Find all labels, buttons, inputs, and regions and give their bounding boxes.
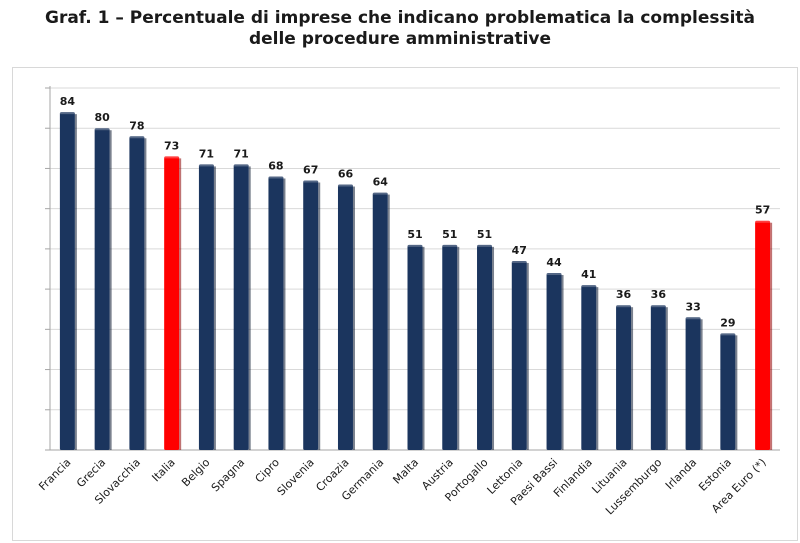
bar-finlandia <box>581 285 597 450</box>
bar-shadow <box>109 130 112 450</box>
bar-shadow <box>352 186 355 451</box>
bar-shadow <box>735 335 738 450</box>
data-label: 80 <box>94 111 110 124</box>
data-label: 78 <box>129 119 144 132</box>
data-label: 66 <box>338 168 354 181</box>
bar-shadow <box>422 246 425 450</box>
data-label: 73 <box>164 139 179 152</box>
chart-title: Graf. 1 – Percentuale di imprese che ind… <box>0 8 800 50</box>
bar-shadow <box>665 307 668 450</box>
bar-top-highlight <box>581 285 597 288</box>
data-label: 51 <box>407 228 422 241</box>
x-tick-label: Belgio <box>179 456 213 490</box>
bar-shadow <box>631 307 634 450</box>
bar-austria <box>442 244 458 450</box>
bar-shadow <box>248 166 251 450</box>
bar-portogallo <box>477 244 493 450</box>
bar-shadow <box>283 178 286 450</box>
x-tick-label: Cipro <box>253 456 283 486</box>
bar-spagna <box>233 164 249 450</box>
data-label: 71 <box>199 147 214 160</box>
bar-cipro <box>268 176 284 450</box>
bar-top-highlight <box>720 333 736 336</box>
bar-top-highlight <box>372 192 388 195</box>
bar-top-highlight <box>198 164 214 167</box>
data-label: 29 <box>720 316 735 329</box>
bar-paesi-bassi <box>546 273 562 450</box>
bar-lituania <box>616 305 632 450</box>
data-label: 41 <box>581 268 596 281</box>
bar-shadow <box>74 114 77 450</box>
data-label: 36 <box>616 288 632 301</box>
data-label: 84 <box>60 95 76 108</box>
bar-top-highlight <box>129 136 145 139</box>
bar-top-highlight <box>233 164 249 167</box>
x-tick-label: Malta <box>390 456 421 487</box>
bar-shadow <box>318 182 321 450</box>
data-label: 47 <box>512 244 527 257</box>
data-label: 71 <box>234 147 249 160</box>
bar-shadow <box>457 246 460 450</box>
data-label: 36 <box>651 288 667 301</box>
x-tick-label: Irlanda <box>663 456 699 492</box>
bar-area-euro <box>755 220 771 450</box>
bar-shadow <box>179 158 182 450</box>
bar-top-highlight <box>685 317 701 320</box>
data-label: 57 <box>755 204 770 217</box>
x-tick-label: Francia <box>36 456 73 493</box>
data-label: 68 <box>268 159 283 172</box>
bar-grecia <box>94 128 110 450</box>
bar-shadow <box>526 262 529 450</box>
bar-slovacchia <box>129 136 145 450</box>
bar-top-highlight <box>303 180 319 183</box>
bar-belgio <box>198 164 214 450</box>
bar-shadow <box>144 138 147 450</box>
chart-title-line-2: delle procedure amministrative <box>248 29 552 49</box>
bar-top-highlight <box>616 305 632 308</box>
data-label: 51 <box>477 228 492 241</box>
chart-title-line-1: Graf. 1 – Percentuale di imprese che ind… <box>44 8 756 28</box>
bar-top-highlight <box>477 244 493 247</box>
bar-croazia <box>337 184 353 451</box>
bar-irlanda <box>685 317 701 450</box>
bar-shadow <box>596 287 599 450</box>
bar-francia <box>59 112 75 450</box>
bar-shadow <box>700 319 703 450</box>
bar-top-highlight <box>94 128 110 131</box>
data-label: 64 <box>373 176 389 189</box>
bar-shadow <box>213 166 216 450</box>
bar-shadow <box>387 194 390 450</box>
x-tick-label: Italia <box>149 456 177 484</box>
x-tick-label: Grecia <box>74 456 108 490</box>
bar-slovenia <box>303 180 319 450</box>
data-label: 44 <box>546 256 562 269</box>
x-tick-label: Finlandia <box>551 456 595 500</box>
bar-top-highlight <box>442 244 458 247</box>
bar-top-highlight <box>59 112 75 115</box>
bar-estonia <box>720 333 736 450</box>
bar-top-highlight <box>164 156 180 159</box>
bar-top-highlight <box>755 220 771 223</box>
bar-top-highlight <box>337 184 353 187</box>
data-label: 33 <box>685 300 700 313</box>
data-label: 51 <box>442 228 457 241</box>
x-tick-label: Slovenia <box>275 456 317 498</box>
bar-top-highlight <box>407 244 423 247</box>
bar-top-highlight <box>268 176 284 179</box>
bar-shadow <box>492 246 495 450</box>
bar-italia <box>164 156 180 450</box>
bar-germania <box>372 192 388 451</box>
bar-shadow <box>561 275 564 450</box>
bar-shadow <box>770 222 773 450</box>
x-tick-label: Spagna <box>209 456 247 494</box>
bar-top-highlight <box>650 305 666 308</box>
data-label: 67 <box>303 164 318 177</box>
bar-top-highlight <box>511 260 527 263</box>
bar-top-highlight <box>546 273 562 276</box>
bar-malta <box>407 244 423 450</box>
bar-lussemburgo <box>650 305 666 450</box>
bar-lettonia <box>511 260 527 450</box>
